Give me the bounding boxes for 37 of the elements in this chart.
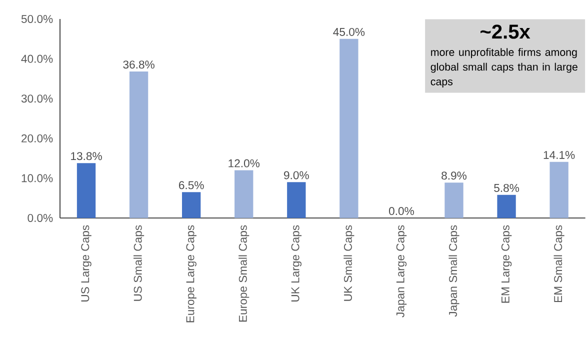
x-tick-label: Europe Large Caps (186, 225, 196, 322)
x-tick-label: US Small Caps (134, 225, 144, 301)
y-tick-label: 20.0% (22, 134, 53, 142)
bar (182, 192, 201, 218)
x-tick-label: Japan Large Caps (396, 225, 407, 318)
x-tick-label: Europe Small Caps (238, 225, 250, 322)
data-label: 0.0% (388, 207, 414, 216)
bar (550, 162, 568, 218)
y-tick-label: 30.0% (21, 94, 53, 103)
annotation: more unprofitable firms among global small caps than in large caps (430, 48, 578, 88)
x-tick-label: EM Small Caps (554, 225, 564, 302)
y-tick-label: 10.0% (22, 174, 53, 182)
bar (76, 163, 96, 218)
data-label: 12.0% (228, 159, 260, 168)
x-tick-label: Japan Small Caps (448, 225, 460, 317)
y-tick-label: 50.0% (21, 14, 53, 23)
x-tick-label: US Large Caps (81, 225, 92, 302)
x-tick-label: UK Large Caps (291, 225, 302, 302)
bar (234, 170, 254, 218)
data-label: 45.0% (333, 28, 365, 36)
data-label: 5.8% (494, 184, 520, 192)
y-tick-label: 0.0% (28, 214, 53, 222)
data-label: 36.8% (123, 60, 154, 69)
bar (497, 194, 516, 218)
bar (340, 38, 358, 218)
bar (287, 182, 306, 218)
data-label: 6.5% (179, 181, 204, 190)
data-label: 13.8% (71, 152, 102, 160)
x-tick-label: UK Small Caps (344, 225, 354, 301)
y-tick-label: 40.0% (21, 54, 53, 63)
data-label: 8.9% (442, 172, 467, 180)
data-label: 14.1% (544, 151, 575, 159)
bar (444, 182, 464, 218)
data-label: 9.0% (284, 171, 309, 180)
bar (129, 72, 148, 218)
x-tick-label: EM Large Caps (501, 225, 512, 303)
annotation: ~2.5x (480, 24, 530, 39)
